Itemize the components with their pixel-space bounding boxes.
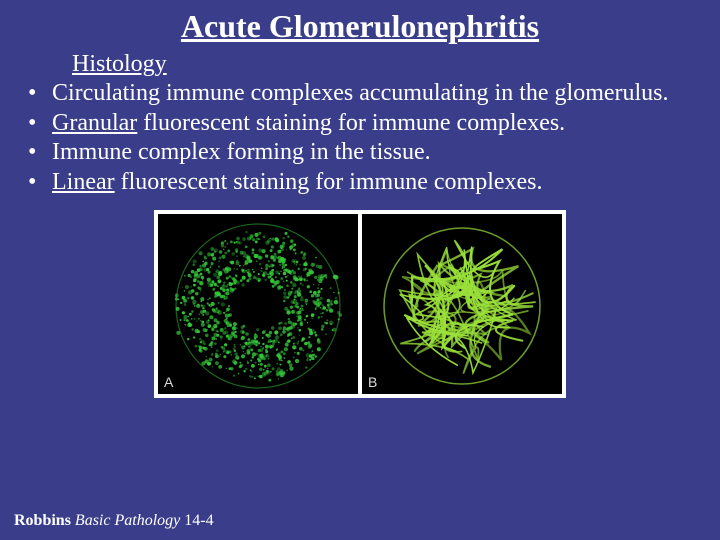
bullet-text: Circulating immune complexes accumulatin… xyxy=(52,80,669,106)
bullet-item: Linear fluorescent staining for immune c… xyxy=(28,169,700,197)
glomerulus-granular-icon xyxy=(158,214,358,394)
bullet-item: Granular fluorescent staining for immune… xyxy=(28,110,700,138)
bullet-item: Circulating immune complexes accumulatin… xyxy=(28,80,700,108)
histology-figure: A B xyxy=(154,210,566,398)
subheading-histology: Histology xyxy=(72,51,720,78)
citation-footer: Robbins Basic Pathology 14-4 xyxy=(14,512,214,530)
bullet-list: Circulating immune complexes accumulatin… xyxy=(28,80,700,196)
citation-italic: Basic Pathology xyxy=(75,512,184,529)
figure-panel-a: A xyxy=(158,214,358,394)
bullet-item: Immune complex forming in the tissue. xyxy=(28,139,700,167)
figure-container: A B xyxy=(0,210,720,398)
citation-ref: 14-4 xyxy=(184,512,213,529)
bullet-underline: Linear xyxy=(52,169,115,195)
slide-title: Acute Glomerulonephritis xyxy=(0,0,720,51)
glomerulus-linear-icon xyxy=(362,214,562,394)
bullet-text: Immune complex forming in the tissue. xyxy=(52,139,431,165)
bullet-underline: Granular xyxy=(52,110,137,136)
citation-book: Robbins xyxy=(14,512,75,529)
panel-label: B xyxy=(368,374,377,390)
figure-panel-b: B xyxy=(362,214,562,394)
bullet-text: fluorescent staining for immune complexe… xyxy=(137,110,565,136)
bullet-text: fluorescent staining for immune complexe… xyxy=(115,169,543,195)
panel-label: A xyxy=(164,374,173,390)
